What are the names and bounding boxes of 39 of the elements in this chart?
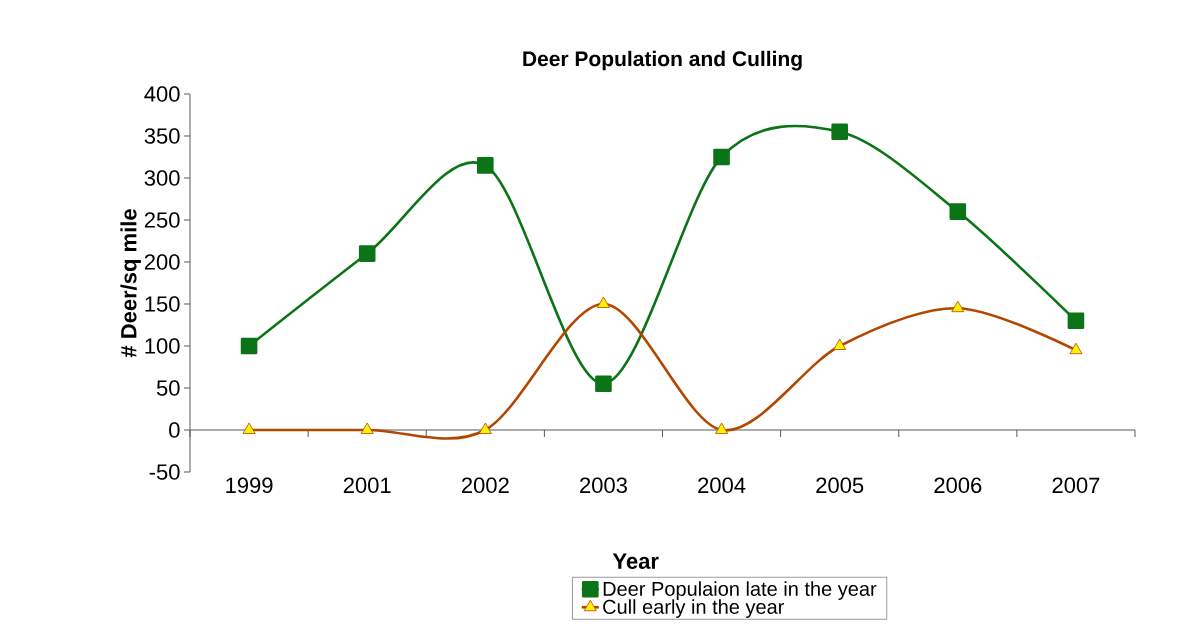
point bbox=[596, 296, 610, 308]
point bbox=[240, 337, 258, 355]
point bbox=[949, 203, 967, 220]
x-axis-title: Year bbox=[612, 553, 659, 569]
x-tick-label: 2006 bbox=[934, 477, 982, 494]
point bbox=[713, 148, 730, 166]
x-tick-label: 1999 bbox=[226, 477, 273, 494]
x-tick-label: 2005 bbox=[816, 477, 864, 494]
y-tick-label: 100 bbox=[145, 338, 180, 354]
point bbox=[831, 123, 848, 141]
point bbox=[1067, 312, 1085, 330]
point bbox=[358, 245, 376, 262]
legend-label: Cull early in the year bbox=[603, 599, 785, 618]
y-tick-label: 350 bbox=[144, 128, 180, 144]
point bbox=[833, 338, 847, 350]
point bbox=[715, 422, 729, 434]
y-tick-label: 400 bbox=[144, 86, 180, 102]
y-tick-label: 300 bbox=[144, 170, 180, 186]
y-tick-label: 250 bbox=[144, 212, 180, 228]
x-tick-label: 2001 bbox=[343, 477, 391, 494]
y-tick-label: 150 bbox=[145, 296, 180, 312]
point bbox=[360, 422, 374, 434]
y-tick-label: 200 bbox=[144, 254, 180, 270]
x-tick-label: 2003 bbox=[580, 477, 627, 494]
x-tick-label: 2004 bbox=[698, 477, 746, 494]
point bbox=[951, 300, 965, 313]
x-tick-label: 2007 bbox=[1052, 477, 1100, 494]
point bbox=[477, 157, 494, 174]
legend-label: Deer Populaion late in the year bbox=[603, 581, 877, 600]
x-tick-label: 2002 bbox=[461, 477, 509, 494]
point bbox=[242, 422, 256, 434]
point bbox=[1069, 342, 1083, 355]
y-axis-title: # Deer/sq mile bbox=[120, 209, 141, 358]
point bbox=[595, 375, 612, 393]
chart-title: Deer Population and Culling bbox=[523, 50, 802, 71]
y-tick-label: 50 bbox=[156, 380, 180, 396]
point bbox=[478, 422, 492, 434]
y-tick-label: 0 bbox=[169, 422, 180, 438]
y-tick-label: -50 bbox=[149, 464, 180, 480]
